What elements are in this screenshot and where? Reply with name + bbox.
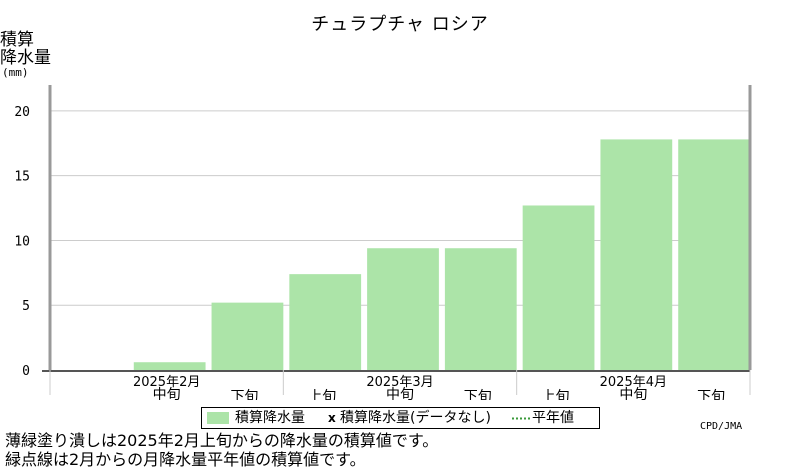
chart-title: チュラプチャ ロシア	[311, 14, 489, 35]
x-period-label: 上旬	[308, 389, 336, 400]
bar	[211, 302, 284, 370]
x-period-label: 下旬	[230, 389, 258, 400]
note-line-1: 薄緑塗り潰しは2025年2月上旬からの降水量の積算値です。	[5, 431, 439, 450]
x-period-label: 上旬	[542, 389, 570, 400]
legend-normal-label: 平年値	[532, 410, 574, 426]
credit-text: CPD/JMA	[700, 421, 743, 432]
x-month-label: 2025年4月	[600, 375, 667, 390]
x-month-label: 2025年3月	[366, 375, 433, 390]
y-tick-label: 10	[14, 234, 30, 249]
bar	[367, 248, 439, 370]
x-period-label: 中旬	[153, 387, 181, 400]
legend-missing-mark: x	[328, 411, 336, 425]
y-tick-label: 15	[14, 170, 30, 185]
y-axis-unit: (mm)	[2, 66, 29, 79]
bar	[600, 139, 673, 370]
note-line-2: 緑点線は2月からの月降水量平年値の積算値です。	[5, 450, 366, 469]
chart-canvas: 051015202025年2月 2025年3月 2025年4月中旬 下旬 上旬 中旬 下旬上…	[14, 85, 752, 400]
y-axis-label-line2: 降水量	[0, 48, 51, 68]
x-period-label: 下旬	[697, 389, 725, 400]
bar	[133, 362, 206, 370]
y-tick-label: 20	[14, 105, 30, 120]
bar	[444, 248, 517, 370]
x-period-label: 中旬	[386, 387, 414, 400]
y-axis-label-line1: 積算	[0, 30, 34, 50]
bar	[678, 139, 750, 370]
legend-bar-swatch	[207, 412, 229, 424]
legend: 積算降水量 x 積算降水量(データなし) 平年値	[201, 407, 600, 429]
y-tick-label: 5	[22, 299, 30, 314]
x-month-label: 2025年2月	[133, 375, 200, 390]
bar	[289, 274, 362, 370]
x-period-label: 中旬	[619, 387, 647, 400]
legend-missing-label: 積算降水量(データなし)	[340, 410, 491, 426]
x-period-label: 下旬	[464, 389, 492, 400]
legend-normal-line	[512, 417, 530, 420]
legend-bar-label: 積算降水量	[235, 410, 305, 426]
bar	[522, 205, 595, 370]
y-tick-label: 0	[22, 364, 30, 379]
